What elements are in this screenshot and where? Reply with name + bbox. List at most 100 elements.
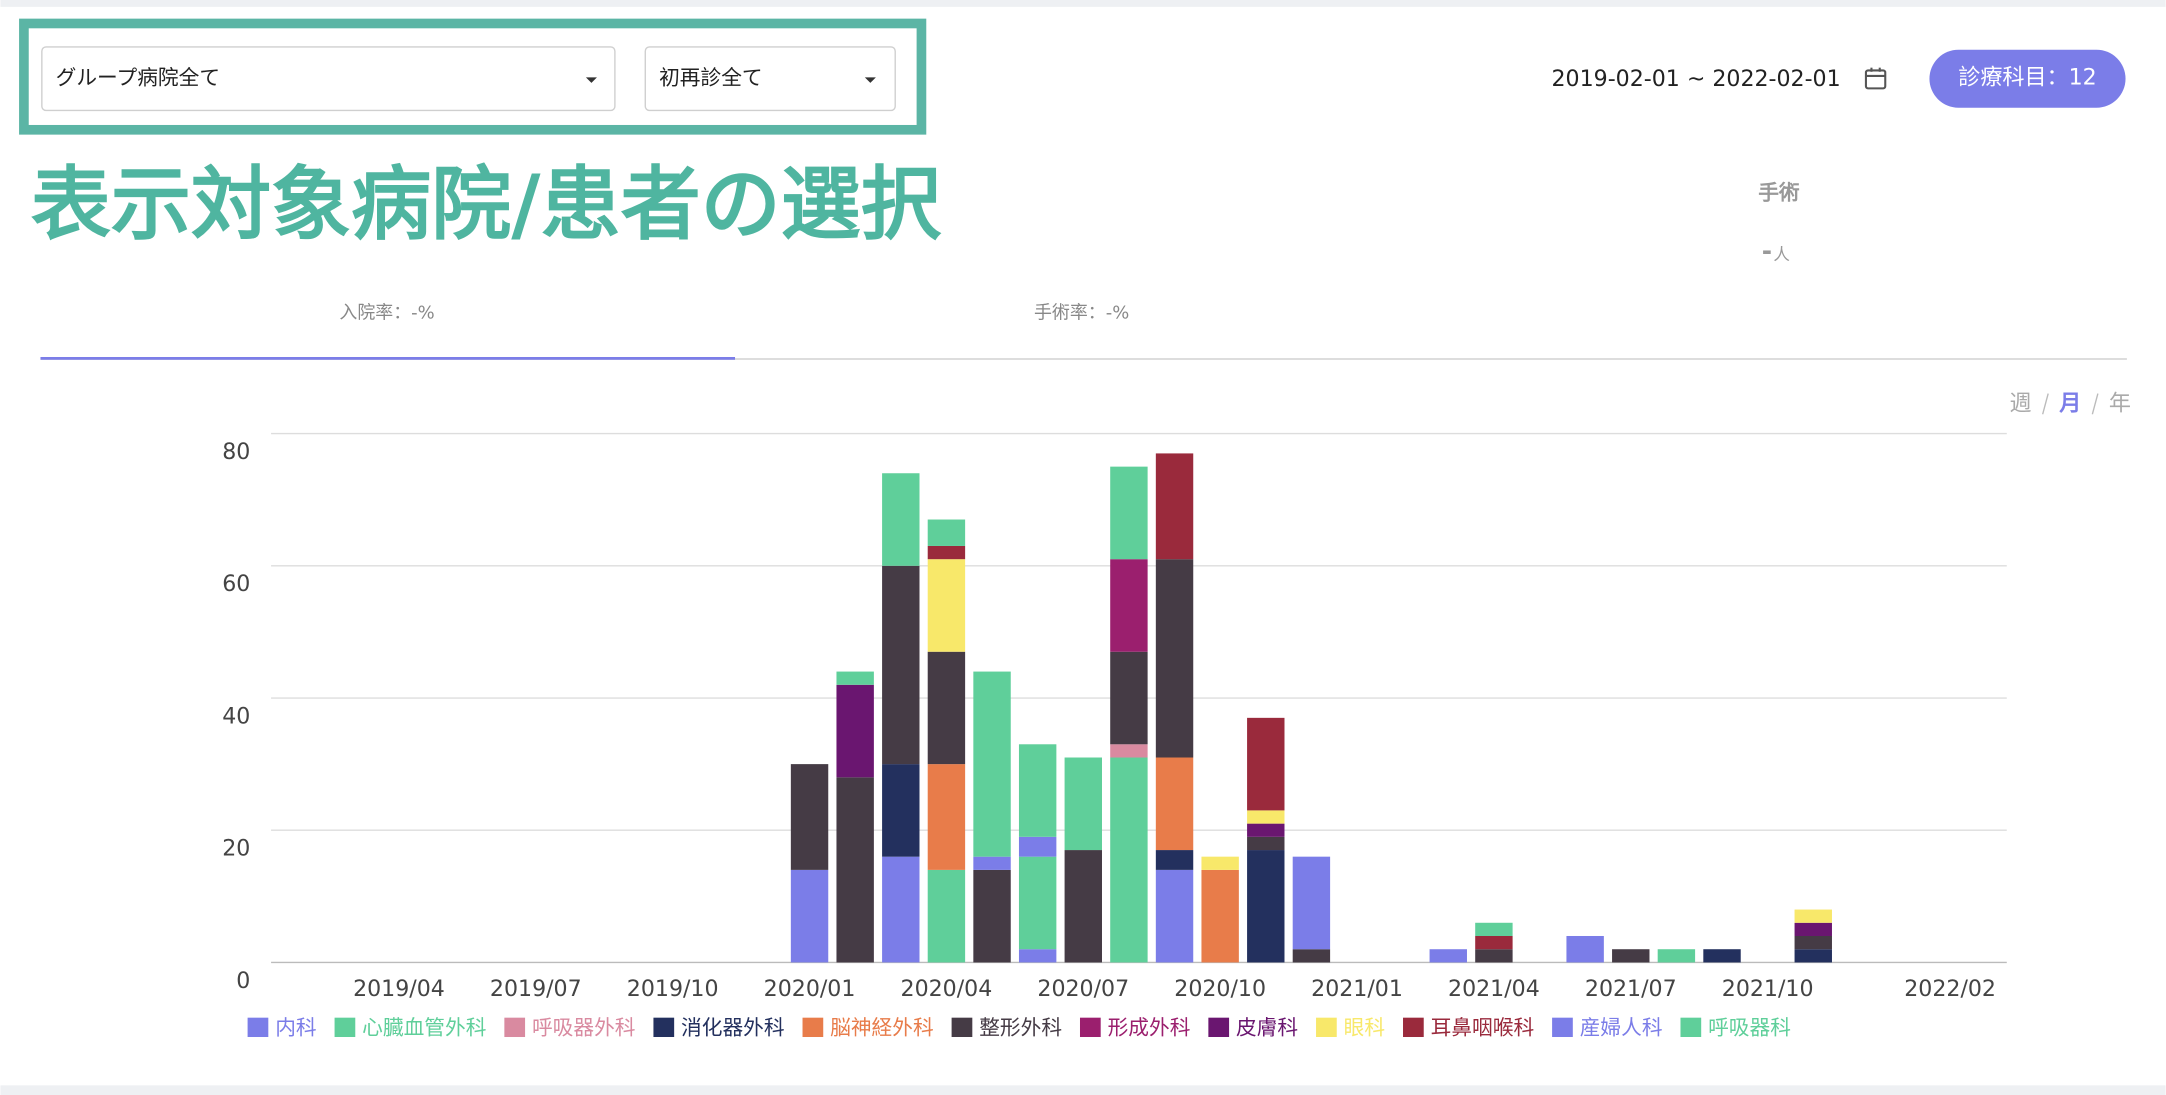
bar-segment: [1247, 823, 1285, 837]
legend-item[interactable]: 耳鼻咽喉科: [1403, 1016, 1534, 1040]
period-option[interactable]: 週: [2010, 391, 2032, 417]
bar-segment: [1429, 949, 1467, 963]
bar-segment: [927, 869, 966, 963]
legend: 内科 心臓血管外科 呼吸器外科 消化器外科 脳神経外科 整形外科 形成外科 皮膚科 眼科 耳鼻咽喉…: [247, 1016, 1791, 1040]
legend-swatch: [1208, 1017, 1230, 1038]
legend-swatch: [951, 1017, 973, 1038]
visit-dropdown[interactable]: 初再診全て: [644, 46, 896, 112]
x-tick-label: 2020/04: [901, 976, 993, 1002]
legend-label: 呼吸器科: [1708, 1016, 1791, 1040]
surgery-unit: 人: [1773, 245, 1790, 264]
chart: 0 20 40 60 80 2019/04 2019/07 2019/10 2020/01 202…: [222, 432, 2007, 1002]
legend-label: 心臓血管外科: [362, 1016, 486, 1040]
bottom-strip: [0, 1085, 2166, 1095]
dropdown-label: グループ病院全て: [56, 66, 220, 90]
legend-label: 整形外科: [979, 1016, 1062, 1040]
date-range[interactable]: 2019-02-01 ~ 2022-02-01: [1552, 66, 1841, 92]
bar-segment: [1475, 922, 1513, 936]
y-tick-label: 60: [222, 571, 250, 597]
y-tick-label: 40: [222, 703, 250, 729]
surgery-title: 手術: [1758, 180, 1800, 204]
legend-label: 眼科: [1344, 1016, 1385, 1040]
bar-segment: [1657, 949, 1696, 963]
period-toggle: 週月 年: [2010, 391, 2131, 417]
bar-segment: [1018, 856, 1057, 950]
annotation: 表示対象病院/患者の選択: [31, 158, 942, 251]
tab-label[interactable]: 手術率：-%: [1034, 302, 1129, 323]
separator: [2091, 393, 2099, 415]
bar-segment: [1292, 856, 1331, 950]
dropdown-box: [41, 46, 616, 112]
bar-segment: [1794, 949, 1832, 963]
x-tick-label: 2019/04: [353, 976, 445, 1002]
legend-item[interactable]: 整形外科: [951, 1016, 1062, 1040]
legend-label: 内科: [275, 1016, 316, 1040]
caret: [585, 77, 597, 83]
legend-item[interactable]: 消化器外科: [653, 1016, 785, 1040]
bar-segment: [1247, 836, 1285, 851]
legend-label: 耳鼻咽喉科: [1431, 1016, 1535, 1040]
x-tick-label: 2020/07: [1037, 976, 1129, 1002]
legend-swatch: [1552, 1017, 1573, 1038]
x-tick-label: 2019/10: [627, 976, 719, 1002]
legend-label: 形成外科: [1108, 1016, 1191, 1040]
legend-swatch: [334, 1017, 356, 1038]
bar-segment: [1064, 757, 1102, 851]
bar-segment: [1612, 949, 1650, 963]
bar-segment: [836, 684, 874, 778]
x-tick-label: 2022/02: [1904, 976, 1996, 1002]
period-option[interactable]: 月: [2058, 391, 2081, 417]
bar-segment: [1018, 949, 1057, 963]
bar-segment: [1155, 869, 1194, 963]
x-tick-label: 2019/07: [490, 976, 582, 1002]
legend-item[interactable]: 眼科: [1316, 1016, 1385, 1040]
y-tick-label: 20: [222, 836, 250, 862]
bar-segment: [836, 671, 874, 685]
bar-segment: [973, 869, 1011, 963]
bar-segment: [1110, 757, 1148, 963]
bar-segment: [1155, 850, 1194, 870]
legend-item[interactable]: 産婦人科: [1552, 1016, 1663, 1040]
bar-segment: [1064, 850, 1102, 963]
bar-segment: [1794, 909, 1832, 923]
bar-segment: [1201, 869, 1239, 963]
bar-segment: [1794, 922, 1832, 936]
dropdown-box: [644, 46, 896, 112]
calendar-icon[interactable]: [1864, 67, 1887, 90]
bar-segment: [1794, 935, 1832, 950]
y-tick-label: 80: [222, 439, 250, 465]
bar-segment: [790, 764, 829, 870]
x-tick-label: 2021/10: [1722, 976, 1814, 1002]
bar-segment: [1201, 856, 1239, 870]
legend-label: 消化器外科: [681, 1016, 785, 1040]
legend-item[interactable]: 形成外科: [1079, 1016, 1191, 1040]
bar-segment: [973, 856, 1011, 870]
legend-item[interactable]: 皮膚科: [1208, 1016, 1298, 1040]
bar-segment: [1018, 836, 1057, 857]
calendar-frame: [1864, 69, 1887, 90]
x-tick-label: 2020/10: [1174, 976, 1266, 1002]
legend-label: 脳神経外科: [830, 1016, 934, 1040]
tab-label[interactable]: 入院率：-%: [339, 302, 434, 323]
legend-item[interactable]: 呼吸器外科: [504, 1016, 635, 1040]
department-button[interactable]: 診療科目：12: [1929, 49, 2126, 108]
x-tick-label: 2021/07: [1585, 976, 1677, 1002]
bar-segment: [1475, 949, 1513, 963]
period-option[interactable]: 年: [2109, 391, 2131, 417]
bar-segment: [1110, 466, 1148, 560]
top-strip: [0, 0, 2166, 7]
caret: [864, 77, 876, 83]
legend-item[interactable]: 内科: [247, 1016, 317, 1040]
legend-item[interactable]: 脳神経外科: [802, 1016, 934, 1040]
legend-swatch: [504, 1017, 526, 1038]
separator: [2041, 393, 2049, 415]
legend-item[interactable]: 心臓血管外科: [334, 1016, 487, 1040]
bar-segment: [882, 473, 920, 566]
hospital-dropdown[interactable]: グループ病院全て: [41, 46, 616, 112]
legend-swatch: [1079, 1017, 1101, 1038]
bar-segment: [836, 777, 874, 963]
bar-segment: [882, 856, 920, 963]
legend-item[interactable]: 呼吸器科: [1680, 1016, 1791, 1040]
